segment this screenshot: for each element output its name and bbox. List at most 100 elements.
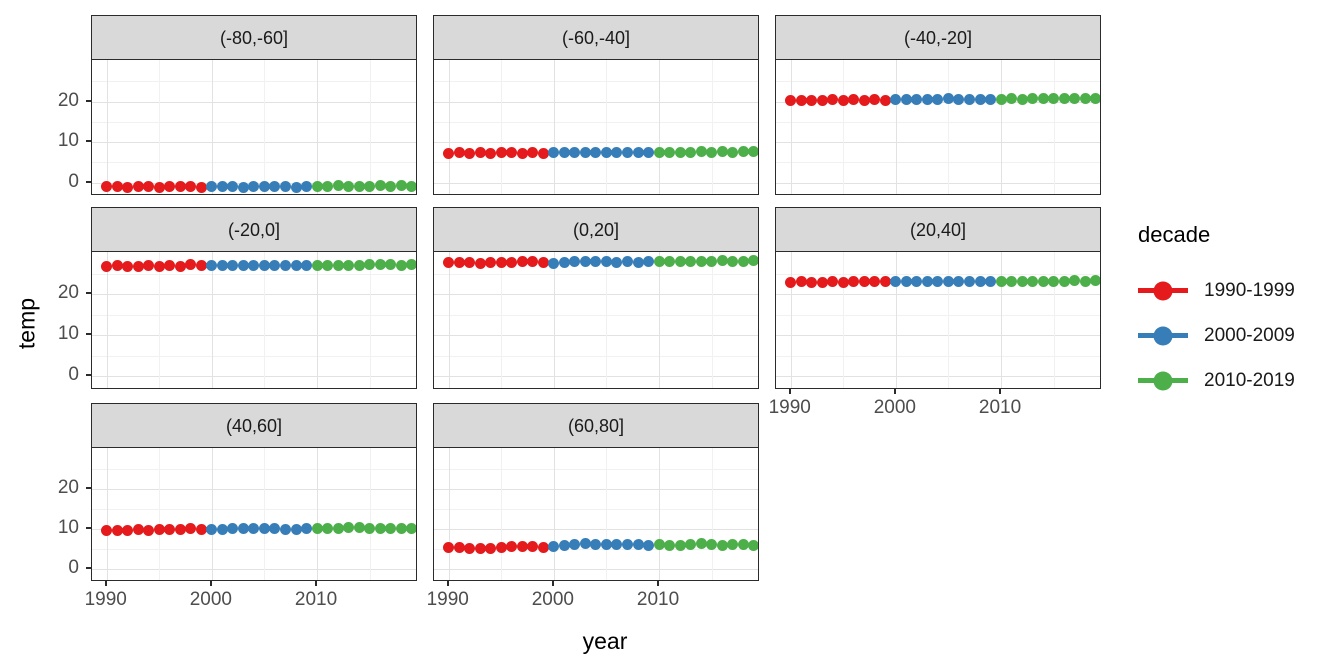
facet-strip: (60,80]	[433, 403, 759, 449]
data-point	[890, 276, 902, 288]
data-point	[290, 260, 302, 272]
data-point	[632, 146, 644, 158]
data-point	[806, 94, 818, 106]
gridline	[317, 448, 319, 580]
x-tick-label: 1990	[768, 397, 811, 418]
data-point	[443, 147, 455, 159]
facet-strip: (-20,0]	[91, 207, 417, 253]
data-point	[879, 94, 891, 106]
facet-panel	[433, 251, 759, 389]
data-point	[995, 93, 1007, 105]
data-point	[195, 181, 207, 193]
y-tick-label: 0	[68, 556, 79, 578]
data-point	[643, 256, 655, 268]
data-point	[1006, 93, 1018, 105]
data-point	[569, 539, 581, 551]
data-point	[495, 541, 507, 553]
facet-panel	[775, 59, 1101, 195]
data-point	[579, 147, 591, 159]
data-point	[706, 146, 718, 158]
data-point	[195, 524, 207, 536]
gridline	[92, 568, 416, 570]
x-tick-label: 1990	[84, 589, 127, 610]
data-point	[632, 256, 644, 268]
facet-label: (60,80]	[567, 415, 625, 436]
legend-label: 1990-1999	[1204, 279, 1295, 301]
data-point	[558, 539, 570, 551]
data-point	[621, 539, 633, 551]
data-point	[374, 522, 386, 534]
y-axis-tick	[86, 292, 91, 295]
data-point	[827, 276, 839, 288]
data-point	[474, 257, 486, 269]
gridline	[606, 448, 608, 580]
data-point	[343, 180, 355, 192]
data-point	[1090, 92, 1100, 104]
data-point	[279, 260, 291, 272]
data-point	[164, 180, 176, 192]
gridline	[776, 314, 1100, 316]
x-tick-label: 2010	[294, 589, 338, 610]
legend-entries: 1990-1999 2000-2009 2010-2019	[1138, 268, 1338, 403]
y-axis-tick	[86, 140, 91, 143]
data-point	[558, 256, 570, 268]
data-point	[932, 93, 944, 105]
y-tick-label: 0	[68, 364, 79, 386]
gridline	[92, 294, 416, 296]
gridline	[434, 162, 758, 164]
gridline	[211, 60, 213, 194]
data-point	[527, 541, 539, 553]
data-point	[621, 147, 633, 159]
gridline	[434, 101, 758, 103]
data-point	[1079, 92, 1091, 104]
gridline	[92, 81, 416, 83]
data-point	[858, 276, 870, 288]
facet-panel	[91, 251, 417, 389]
data-point	[695, 255, 707, 267]
gridline	[92, 101, 416, 103]
gridline	[790, 252, 792, 388]
y-tick-label: 0	[68, 170, 79, 192]
data-point	[1090, 275, 1100, 287]
facet-strip: (0,20]	[433, 207, 759, 253]
data-point	[279, 181, 291, 193]
data-point	[674, 540, 686, 552]
data-point	[900, 276, 912, 288]
gridline	[448, 252, 450, 388]
gridline	[92, 509, 416, 511]
x-tick-label: 2000	[873, 397, 917, 418]
legend-point-glyph	[1153, 371, 1173, 390]
data-point	[548, 257, 560, 269]
x-axis-tick	[788, 389, 791, 394]
gridline	[434, 489, 758, 491]
data-point	[290, 524, 302, 536]
x-axis-title: year	[582, 628, 628, 654]
data-point	[279, 523, 291, 535]
data-point	[963, 93, 975, 105]
data-point	[443, 542, 455, 554]
data-point	[195, 260, 207, 272]
facet-label: (0,20]	[572, 219, 620, 240]
data-point	[1048, 276, 1060, 288]
data-point	[911, 93, 923, 105]
data-point	[227, 260, 239, 272]
gridline	[92, 355, 416, 357]
data-point	[816, 94, 828, 106]
data-point	[122, 181, 134, 193]
data-point	[269, 180, 281, 192]
gridline	[501, 60, 503, 194]
data-point	[974, 276, 986, 288]
y-axis-tick	[86, 374, 91, 377]
data-point	[216, 260, 228, 272]
data-point	[921, 276, 933, 288]
data-point	[795, 94, 807, 106]
gridline	[711, 252, 713, 388]
facet-label: (-80,-60]	[219, 27, 289, 48]
data-point	[869, 94, 881, 106]
data-point	[537, 147, 549, 159]
data-point	[1037, 275, 1049, 287]
data-point	[643, 147, 655, 159]
x-axis-tick	[104, 581, 107, 586]
gridline	[659, 252, 661, 388]
y-axis-tick	[86, 99, 91, 102]
